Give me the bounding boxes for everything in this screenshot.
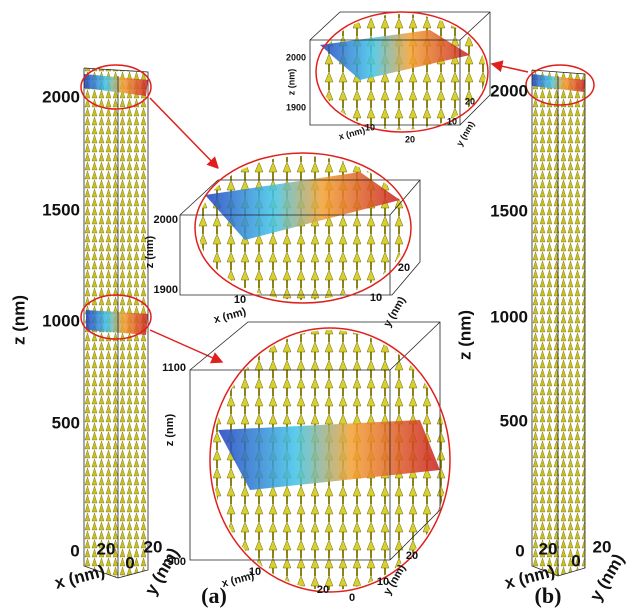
y-tick: 20	[144, 537, 163, 556]
y-tick: 0	[571, 551, 580, 570]
y-tick: 0	[349, 592, 355, 604]
x-axis-title: x (nm)	[53, 561, 107, 593]
z-axis-title: z (nm)	[144, 235, 156, 268]
x-tick: 0	[70, 541, 79, 560]
y-tick: 20	[398, 262, 410, 274]
z-tick: 1000	[490, 307, 528, 326]
z-tick: 900	[168, 556, 186, 568]
x-axis-title: x (nm)	[212, 306, 247, 326]
y-axis-title: y (nm)	[454, 119, 476, 147]
z-tick: 2000	[42, 87, 80, 106]
z-axis-title: z (nm)	[455, 310, 474, 360]
z-tick: 500	[500, 411, 528, 430]
z-tick: 1500	[490, 201, 528, 220]
y-tick: 10	[370, 292, 382, 304]
z-tick: 1500	[42, 200, 80, 219]
z-tick: 1900	[286, 102, 306, 112]
x-tick: 20	[539, 539, 558, 558]
x-axis-title: x (nm)	[338, 125, 367, 142]
z-tick: 2000	[490, 81, 528, 100]
y-axis-title: y (nm)	[586, 551, 628, 605]
panel-label: (a)	[201, 583, 227, 608]
inset-b1	[310, 12, 528, 132]
z-axis-title: z (nm)	[164, 413, 176, 446]
x-tick: 0	[515, 541, 524, 560]
z-tick: 2000	[154, 214, 178, 226]
y-tick: 20	[465, 96, 475, 106]
x-tick: 20	[405, 134, 415, 144]
z-tick: 1100	[162, 362, 186, 374]
x-tick: 10	[365, 122, 375, 132]
inset-a1	[180, 153, 420, 303]
z-tick: 1000	[42, 311, 80, 330]
y-tick: 20	[593, 537, 612, 556]
z-axis-title: z (nm)	[286, 69, 296, 96]
panel-label: (b)	[535, 583, 562, 608]
column-b	[526, 65, 594, 576]
z-tick: 1900	[154, 284, 178, 296]
y-tick: 10	[447, 116, 457, 126]
figure: 2000 1500 1000 500 z (nm) 0 20 x (nm) 0 …	[0, 0, 629, 610]
x-tick: 10	[234, 294, 246, 306]
x-tick: 20	[317, 584, 329, 596]
z-tick: 2000	[286, 52, 306, 62]
z-tick: 500	[52, 413, 80, 432]
z-axis-title: z (nm)	[9, 295, 28, 345]
column-a	[81, 65, 222, 578]
x-tick: 20	[97, 539, 116, 558]
y-tick: 20	[406, 550, 418, 562]
y-tick: 0	[125, 553, 134, 572]
